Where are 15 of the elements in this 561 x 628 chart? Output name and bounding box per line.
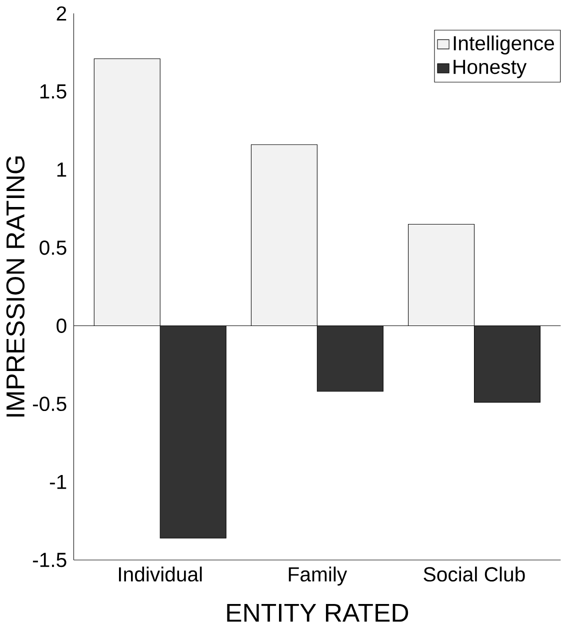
x-tick-label: Individual (119, 566, 202, 582)
y-tick-label: 0 (56, 318, 66, 333)
y-axis-title: IMPRESSION RATING (6, 156, 25, 417)
y-tick-label: 1.5 (40, 84, 66, 99)
x-axis-title: ENTITY RATED (227, 604, 408, 622)
y-tick-label: 1 (57, 162, 66, 177)
legend-label: Honesty (454, 60, 527, 78)
y-tick-label: -1 (50, 474, 66, 489)
y-tick-label: -1.5 (33, 552, 66, 568)
y-tick-label: -0.5 (33, 396, 66, 412)
x-tick-label: Social Club (424, 566, 525, 582)
y-tick-label: 0.5 (40, 240, 66, 255)
y-tick-label: 2 (56, 6, 66, 21)
legend-label: Intelligence (454, 36, 554, 54)
x-tick-label: Family (288, 566, 348, 586)
